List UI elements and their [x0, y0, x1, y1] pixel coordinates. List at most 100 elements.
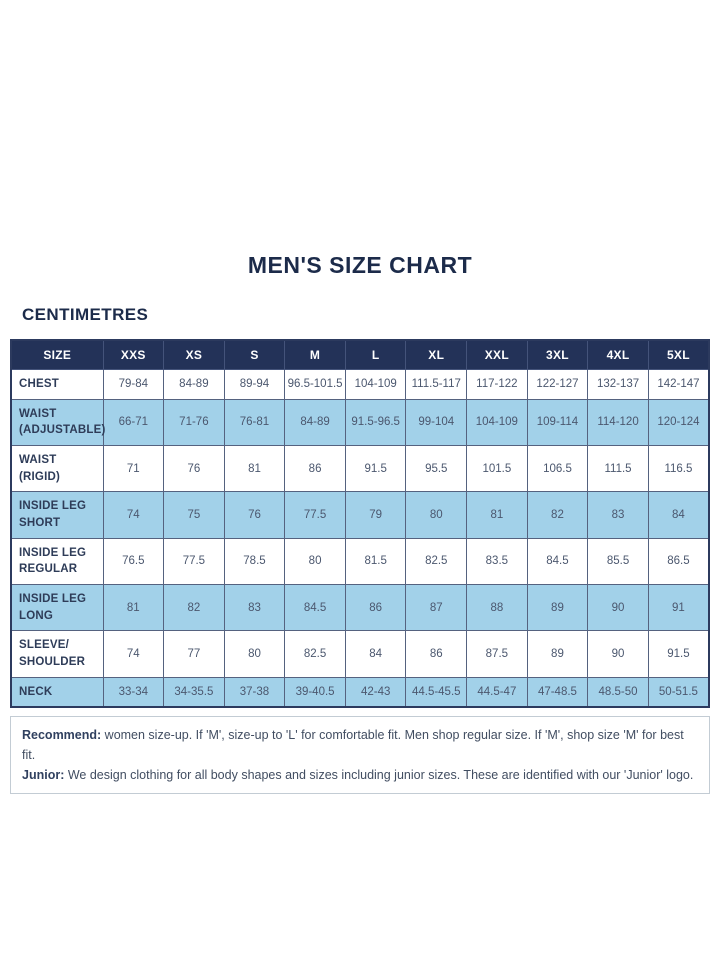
table-row: WAIST (RIGID) 71 76 81 86 91.5 95.5 101.5 106.5 1…	[10, 445, 710, 493]
size-cell: 104-109	[466, 398, 528, 447]
size-cell: 83	[587, 491, 649, 539]
table-row: SLEEVE/ SHOULDER 74 77 80 82.5 84 86 87.5 89 90 91…	[10, 630, 710, 678]
size-cell: 95.5	[405, 445, 468, 493]
size-cell: 89	[526, 584, 589, 632]
size-cell: 76	[223, 491, 286, 539]
size-cell: 44.5-45.5	[405, 676, 468, 708]
col-header-5xl: 5XL	[647, 339, 710, 370]
size-cell: 91.5	[647, 630, 710, 678]
size-cell: 82	[526, 491, 589, 539]
size-cell: 120-124	[647, 398, 710, 447]
size-cell: 76.5	[102, 537, 165, 586]
size-cell: 90	[587, 630, 649, 678]
row-label: INSIDE LEG LONG	[10, 584, 104, 632]
size-cell: 48.5-50	[587, 676, 649, 708]
recommend-label: Recommend:	[22, 728, 102, 743]
size-cell: 82	[163, 584, 225, 632]
size-cell: 84.5	[284, 584, 346, 632]
size-cell: 91	[647, 584, 710, 632]
size-cell: 91.5	[344, 445, 407, 493]
row-label: INSIDE LEG REGULAR	[10, 537, 104, 586]
size-cell: 114-120	[587, 398, 649, 447]
size-cell: 77.5	[163, 537, 225, 586]
junior-text: We design clothing for all body shapes a…	[64, 768, 694, 783]
size-cell: 34-35.5	[163, 676, 225, 708]
size-cell: 101.5	[466, 445, 528, 493]
size-cell: 89-94	[223, 369, 286, 400]
size-cell: 33-34	[102, 676, 165, 708]
size-cell: 83.5	[466, 537, 528, 586]
size-cell: 84	[647, 491, 710, 539]
size-cell: 96.5-101.5	[284, 369, 346, 400]
table-row: INSIDE LEG SHORT 74 75 76 77.5 79 80 81 82 83 84	[10, 491, 710, 539]
size-cell: 76-81	[223, 398, 286, 447]
size-cell: 74	[102, 491, 165, 539]
size-cell: 78.5	[223, 537, 286, 586]
size-cell: 44.5-47	[466, 676, 528, 708]
col-header-3xl: 3XL	[526, 339, 589, 370]
row-label: NECK	[10, 676, 104, 708]
size-table: SIZE XXS XS S M L XL XXL 3XL 4XL 5XL CHEST 79-84 84-…	[10, 339, 710, 709]
size-cell: 75	[163, 491, 225, 539]
col-header-4xl: 4XL	[587, 339, 649, 370]
col-header-xs: XS	[163, 339, 225, 370]
recommend-line: Recommend: women size-up. If 'M', size-u…	[22, 725, 698, 765]
size-cell: 91.5-96.5	[344, 398, 407, 447]
size-cell: 82.5	[405, 537, 468, 586]
unit-label: CENTIMETRES	[22, 305, 149, 324]
size-cell: 66-71	[102, 398, 165, 447]
size-table-head: SIZE XXS XS S M L XL XXL 3XL 4XL 5XL	[10, 339, 710, 370]
size-cell: 81	[223, 445, 286, 493]
size-cell: 79	[344, 491, 407, 539]
junior-line: Junior: We design clothing for all body …	[22, 765, 698, 785]
size-cell: 122-127	[526, 369, 589, 400]
size-cell: 104-109	[344, 369, 407, 400]
size-cell: 81	[102, 584, 165, 632]
col-header-xl: XL	[405, 339, 468, 370]
size-cell: 82.5	[284, 630, 346, 678]
size-cell: 42-43	[344, 676, 407, 708]
size-cell: 85.5	[587, 537, 649, 586]
size-cell: 71	[102, 445, 165, 493]
size-cell: 79-84	[102, 369, 165, 400]
size-cell: 89	[526, 630, 589, 678]
size-cell: 111.5-117	[405, 369, 468, 400]
col-header-s: S	[223, 339, 286, 370]
col-header-size: SIZE	[10, 339, 104, 370]
table-row: WAIST (ADJUSTABLE) 66-71 71-76 76-81 84-89 91…	[10, 398, 710, 447]
size-cell: 76	[163, 445, 225, 493]
recommend-text: women size-up. If 'M', size-up to 'L' fo…	[22, 728, 684, 763]
table-row: CHEST 79-84 84-89 89-94 96.5-101.5 104-109 111…	[10, 369, 710, 400]
row-label: CHEST	[10, 369, 104, 400]
row-label: INSIDE LEG SHORT	[10, 491, 104, 539]
size-cell: 142-147	[647, 369, 710, 400]
size-cell: 87.5	[466, 630, 528, 678]
col-header-xxl: XXL	[466, 339, 528, 370]
size-cell: 99-104	[405, 398, 468, 447]
size-cell: 87	[405, 584, 468, 632]
junior-label: Junior:	[22, 768, 65, 783]
size-cell: 39-40.5	[284, 676, 346, 708]
size-cell: 86	[405, 630, 468, 678]
row-label: WAIST (ADJUSTABLE)	[10, 398, 105, 447]
size-cell: 37-38	[223, 676, 286, 708]
size-cell: 90	[587, 584, 649, 632]
size-cell: 111.5	[587, 445, 649, 493]
page-title: MEN'S SIZE CHART	[247, 252, 473, 278]
size-cell: 84-89	[284, 398, 346, 447]
size-cell: 80	[223, 630, 286, 678]
size-cell: 84.5	[526, 537, 589, 586]
row-label: SLEEVE/ SHOULDER	[10, 630, 104, 678]
size-cell: 74	[102, 630, 165, 678]
size-cell: 77.5	[284, 491, 346, 539]
table-row: INSIDE LEG REGULAR 76.5 77.5 78.5 80 81.5 82.5…	[10, 537, 710, 586]
size-cell: 71-76	[163, 398, 225, 447]
table-row: NECK 33-34 34-35.5 37-38 39-40.5 42-43 44.5-45…	[10, 676, 710, 708]
size-cell: 132-137	[587, 369, 649, 400]
size-table-head-row: SIZE XXS XS S M L XL XXL 3XL 4XL 5XL	[10, 339, 710, 370]
footer-note: Recommend: women size-up. If 'M', size-u…	[10, 716, 710, 795]
size-cell: 80	[405, 491, 468, 539]
size-cell: 86.5	[647, 537, 710, 586]
size-cell: 116.5	[647, 445, 710, 493]
